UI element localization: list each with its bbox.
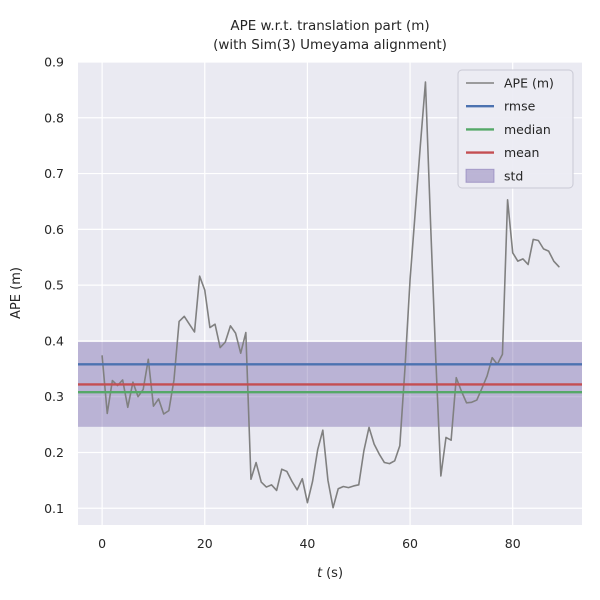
y-tick-label-0.2: 0.2 <box>44 445 64 460</box>
data-layer <box>101 81 560 509</box>
x-tick-label-80: 80 <box>505 536 521 551</box>
y-tick-label-0.5: 0.5 <box>44 278 64 293</box>
legend-sample-std <box>465 168 495 183</box>
legend: APE (m) rmse median mean std <box>457 69 574 189</box>
y-tick-label-0.4: 0.4 <box>44 333 64 348</box>
y-tick-label-0.1: 0.1 <box>44 501 64 516</box>
legend-label-mean: mean <box>504 145 539 160</box>
x-tick-label-60: 60 <box>402 536 418 551</box>
x-tick-label-0: 0 <box>98 536 106 551</box>
tick-labels-layer: 0.1 0.2 0.3 0.4 0.5 0.6 0.7 0.8 0.9 0 20 40 60 80 <box>44 55 521 552</box>
x-axis-label: t (s) <box>317 566 343 581</box>
legend-label-median: median <box>504 122 551 137</box>
y-tick-label-0.6: 0.6 <box>44 222 64 237</box>
legend-box <box>457 69 574 189</box>
y-tick-label-0.9: 0.9 <box>44 55 64 70</box>
x-tick-label-20: 20 <box>197 536 213 551</box>
y-axis-label: APE (m) <box>9 267 24 319</box>
y-tick-label-0.8: 0.8 <box>44 110 64 125</box>
y-tick-label-0.7: 0.7 <box>44 166 64 181</box>
legend-label-std: std <box>504 168 523 183</box>
ape-line <box>101 81 560 509</box>
legend-label-ape--m-: APE (m) <box>504 76 554 91</box>
stats-lines-layer <box>78 363 582 394</box>
chart-title-line1: APE w.r.t. translation part (m) <box>230 18 429 34</box>
x-tick-label-40: 40 <box>299 536 315 551</box>
chart-title-line2: (with Sim(3) Umeyama alignment) <box>213 37 447 53</box>
y-tick-label-0.3: 0.3 <box>44 389 64 404</box>
legend-label-rmse: rmse <box>504 99 536 114</box>
